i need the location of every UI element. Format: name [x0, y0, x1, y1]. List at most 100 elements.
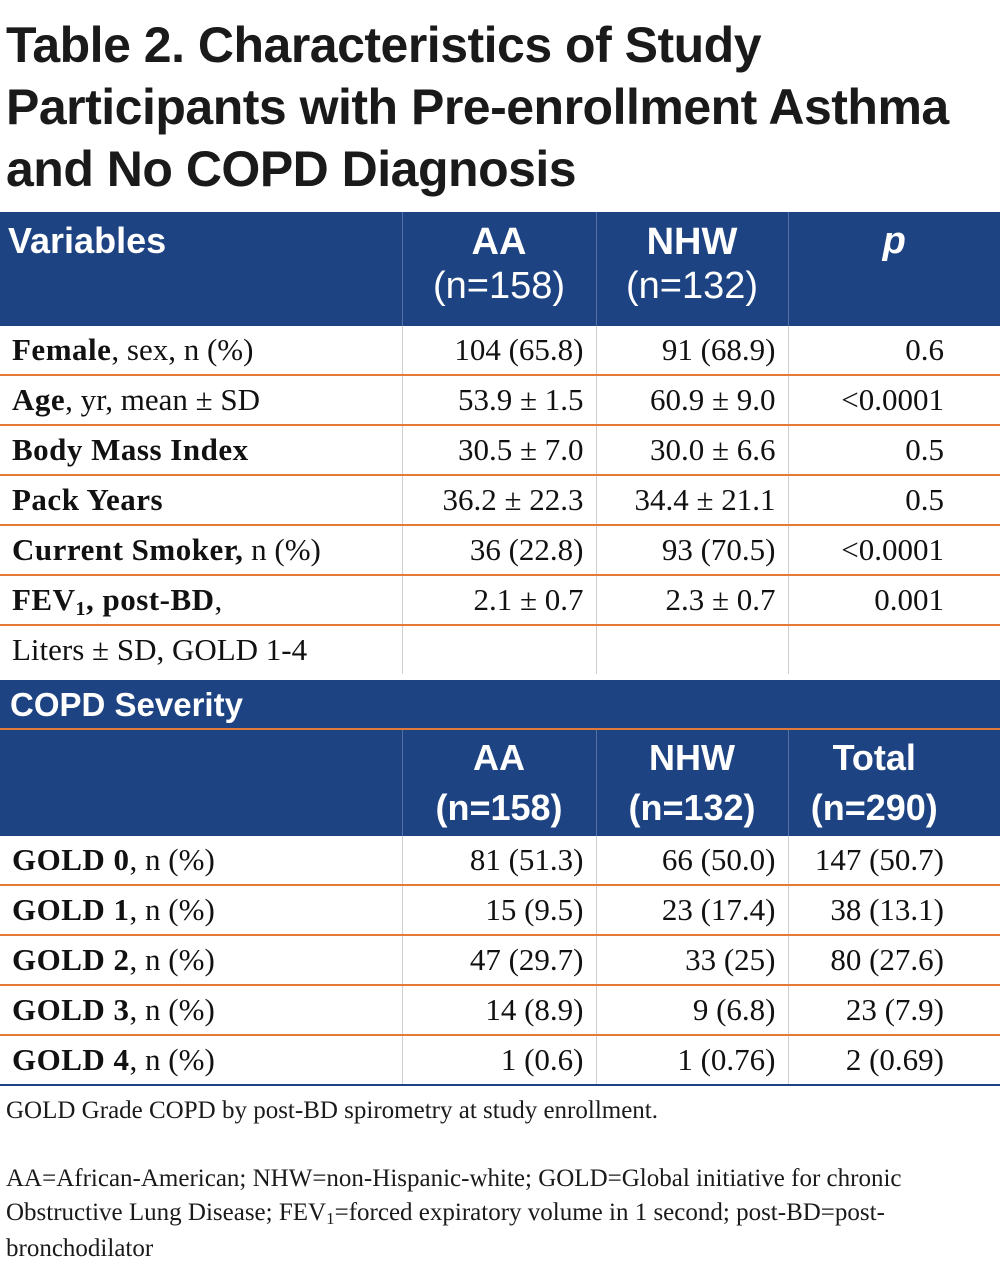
cell-total: 38 (13.1): [787, 885, 1000, 936]
row-label-bold: Female: [12, 332, 112, 367]
row-label-rest: , n (%): [129, 992, 215, 1027]
cell-nhw: 91 (68.9): [595, 326, 788, 376]
cell-nhw: 66 (50.0): [595, 836, 788, 886]
table-row: Pack Years 36.2 ± 22.3 34.4 ± 21.1 0.5: [0, 475, 1000, 526]
cell-aa: 1 (0.6): [401, 1035, 596, 1086]
cell-nhw: 33 (25): [595, 935, 788, 986]
header-aa-n: (n=158): [435, 787, 563, 828]
cell-aa: [401, 625, 596, 674]
cell-nhw: 9 (6.8): [595, 985, 788, 1036]
table-row: GOLD 1, n (%) 15 (9.5) 23 (17.4) 38 (13.…: [0, 885, 1000, 936]
row-label-bold: Pack Years: [12, 482, 164, 517]
header-aa-n: (n=158): [432, 265, 566, 307]
table-row: Body Mass Index 30.5 ± 7.0 30.0 ± 6.6 0.…: [0, 425, 1000, 476]
row-label: Current Smoker, n (%): [0, 525, 402, 576]
row-label-bold: GOLD 1: [12, 892, 130, 927]
cell-aa: 36.2 ± 22.3: [401, 475, 596, 526]
cell-p: [787, 625, 1000, 674]
header-total: Total (n=290): [787, 730, 1000, 836]
cell-p: <0.0001: [787, 375, 1000, 426]
header-row: Variables AA (n=158) NHW (n=132) p: [0, 212, 1000, 326]
cell-aa: 104 (65.8): [401, 326, 596, 376]
table-row: GOLD 4, n (%) 1 (0.6) 1 (0.76) 2 (0.69): [0, 1035, 1000, 1086]
header-nhw-n: (n=132): [628, 787, 756, 828]
row-label: Female, sex, n (%): [0, 326, 402, 376]
cell-nhw: 23 (17.4): [595, 885, 788, 936]
row-label: Liters ± SD, GOLD 1-4: [12, 632, 308, 667]
row-label-bold: Current Smoker,: [12, 532, 244, 567]
cell-nhw: 30.0 ± 6.6: [595, 425, 788, 476]
row-label: Body Mass Index: [0, 425, 402, 476]
row-label: Pack Years: [0, 475, 402, 526]
header-empty: [0, 730, 402, 836]
header-p: p: [787, 212, 1000, 326]
row-label: GOLD 3, n (%): [0, 985, 402, 1036]
header-nhw-label: NHW: [649, 737, 735, 778]
header-aa-label: AA: [473, 737, 525, 778]
footnote-abbrev-part1: AA=African-American; NHW=non-Hispanic-wh…: [6, 1165, 902, 1226]
cell-total: 80 (27.6): [787, 935, 1000, 986]
cell-p: 0.6: [787, 326, 1000, 376]
table-row: Age, yr, mean ± SD 53.9 ± 1.5 60.9 ± 9.0…: [0, 375, 1000, 426]
section-header: COPD Severity: [0, 680, 1000, 730]
footnote-gold-grade: GOLD Grade COPD by post-BD spirometry at…: [6, 1097, 659, 1124]
row-label-bold: GOLD 0: [12, 842, 130, 877]
cell-aa: 53.9 ± 1.5: [401, 375, 596, 426]
table-row: Current Smoker, n (%) 36 (22.8) 93 (70.5…: [0, 525, 1000, 576]
cell-total: 2 (0.69): [787, 1035, 1000, 1086]
row-label-rest: , yr, mean ± SD: [65, 382, 261, 417]
cell-aa: 15 (9.5): [401, 885, 596, 936]
cell-nhw: 60.9 ± 9.0: [595, 375, 788, 426]
cell-nhw: [595, 625, 788, 674]
row-label: GOLD 2, n (%): [0, 935, 402, 986]
row-label: GOLD 4, n (%): [0, 1035, 402, 1086]
row-label-bold-2: , post-BD: [86, 582, 215, 617]
header-total-n: (n=290): [810, 787, 938, 828]
row-label-rest: n (%): [243, 532, 321, 567]
footnote-abbrev-subscript: 1: [326, 1209, 335, 1228]
row-label-rest: , n (%): [129, 942, 215, 977]
cell-aa: 36 (22.8): [401, 525, 596, 576]
header-aa: AA (n=158): [401, 730, 596, 836]
cell-nhw: 2.3 ± 0.7: [595, 575, 788, 626]
row-label-bold: Age: [12, 382, 66, 417]
table-row: GOLD 3, n (%) 14 (8.9) 9 (6.8) 23 (7.9): [0, 985, 1000, 1036]
cell-total: 23 (7.9): [787, 985, 1000, 1036]
cell-nhw: 1 (0.76): [595, 1035, 788, 1086]
footnote-abbreviations: AA=African-American; NHW=non-Hispanic-wh…: [6, 1162, 986, 1266]
cell-aa: 2.1 ± 0.7: [401, 575, 596, 626]
row-label: Age, yr, mean ± SD: [0, 375, 402, 426]
header-nhw: NHW (n=132): [595, 212, 788, 326]
cell-p: <0.0001: [787, 525, 1000, 576]
header-total-label: Total: [832, 737, 916, 778]
row-label: GOLD 1, n (%): [0, 885, 402, 936]
row-label: FEV1, post-BD,: [0, 575, 402, 626]
row-label-bold: Body Mass Index: [12, 432, 249, 467]
cell-p: 0.001: [787, 575, 1000, 626]
row-label-bold: GOLD 3: [12, 992, 130, 1027]
header-aa-label: AA: [471, 221, 527, 263]
cell-nhw: 93 (70.5): [595, 525, 788, 576]
cell-aa: 47 (29.7): [401, 935, 596, 986]
row-label-rest: , sex, n (%): [111, 332, 254, 367]
cell-total: 147 (50.7): [787, 836, 1000, 886]
cell-aa: 14 (8.9): [401, 985, 596, 1036]
header-nhw: NHW (n=132): [595, 730, 788, 836]
header-nhw-n: (n=132): [625, 265, 759, 307]
header-variables: Variables: [8, 220, 167, 261]
table-row: GOLD 0, n (%) 81 (51.3) 66 (50.0) 147 (5…: [0, 836, 1000, 886]
row-label-rest: ,: [214, 582, 223, 617]
table-row: Female, sex, n (%) 104 (65.8) 91 (68.9) …: [0, 326, 1000, 376]
row-label-rest: , n (%): [129, 892, 215, 927]
cell-aa: 30.5 ± 7.0: [401, 425, 596, 476]
characteristics-table: Variables AA (n=158) NHW (n=132) p Femal…: [0, 212, 1000, 674]
row-label-rest: , n (%): [129, 842, 215, 877]
copd-severity-table: AA (n=158) NHW (n=132) Total (n=290) GOL…: [0, 730, 1000, 1086]
row-label-bold: FEV: [12, 582, 76, 617]
table-row: Liters ± SD, GOLD 1-4: [0, 625, 1000, 674]
row-label-bold: GOLD 2: [12, 942, 130, 977]
section-title: COPD Severity: [10, 686, 243, 723]
row-label-rest: , n (%): [129, 1042, 215, 1077]
cell-aa: 81 (51.3): [401, 836, 596, 886]
cell-p: 0.5: [787, 475, 1000, 526]
